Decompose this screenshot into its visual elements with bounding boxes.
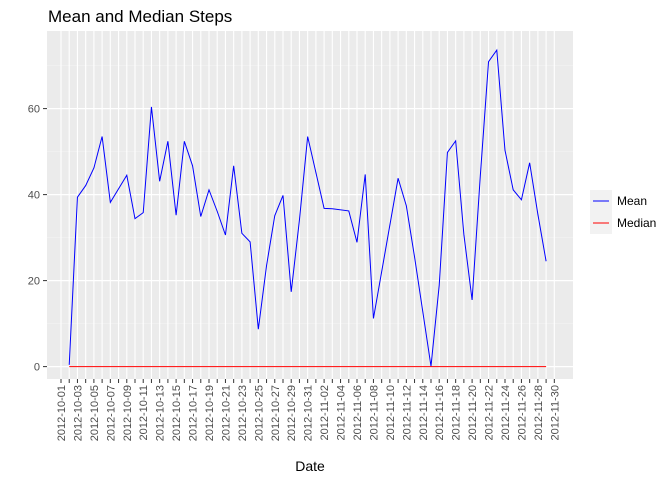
y-tick-label: 0 xyxy=(34,362,40,374)
x-tick-label: 2012-10-07 xyxy=(105,385,117,441)
x-tick-label: 2012-11-28 xyxy=(533,385,545,440)
series-lines xyxy=(68,48,547,368)
x-tick-label: 2012-10-31 xyxy=(303,385,315,441)
x-tick-label: 2012-11-14 xyxy=(418,385,430,440)
x-tick-label: 2012-10-19 xyxy=(204,385,216,441)
x-tick-label: 2012-10-15 xyxy=(171,385,183,441)
legend: Mean Median xyxy=(590,190,656,234)
x-tick-label: 2012-11-10 xyxy=(385,385,397,440)
x-tick-label: 2012-10-21 xyxy=(220,385,232,441)
x-tick-label: 2012-10-25 xyxy=(253,385,265,441)
legend-label-median: Median xyxy=(617,216,656,230)
x-tick-label: 2012-10-03 xyxy=(72,385,84,441)
x-axis-title: Date xyxy=(295,458,325,474)
y-tick-label: 40 xyxy=(28,190,40,202)
x-tick-label: 2012-10-01 xyxy=(56,385,68,441)
legend-label-mean: Mean xyxy=(617,194,647,208)
x-tick-label: 2012-10-23 xyxy=(237,385,249,441)
x-tick-label: 2012-11-08 xyxy=(368,385,380,440)
plot-panel xyxy=(47,31,573,379)
x-tick-label: 2012-11-26 xyxy=(516,385,528,440)
series-line-mean xyxy=(68,48,547,367)
y-tick-label: 20 xyxy=(28,276,40,288)
x-tick-label: 2012-10-29 xyxy=(286,385,298,441)
x-tick-label: 2012-11-20 xyxy=(467,385,479,440)
x-tick-label: 2012-11-22 xyxy=(484,385,496,440)
x-tick-label: 2012-10-09 xyxy=(122,385,134,441)
x-tick-label: 2012-10-11 xyxy=(138,385,150,440)
x-tick-label: 2012-10-05 xyxy=(89,385,101,441)
x-tick-label: 2012-11-06 xyxy=(352,385,364,440)
x-tick-label: 2012-10-27 xyxy=(270,385,282,441)
x-tick-label: 2012-11-24 xyxy=(500,385,512,440)
x-axis: 2012-10-01 2012-10-03 2012-10-05 2012-10-07… xyxy=(56,379,561,441)
x-tick-label: 2012-11-30 xyxy=(549,385,561,440)
x-tick-label: 2012-11-16 xyxy=(434,385,446,440)
x-tick-label: 2012-11-18 xyxy=(451,385,463,440)
gridlines xyxy=(47,31,573,379)
x-tick-label: 2012-11-12 xyxy=(401,385,413,440)
chart-title: Mean and Median Steps xyxy=(48,7,233,26)
x-tick-label: 2012-11-02 xyxy=(319,385,331,440)
y-axis: 0 20 40 60 xyxy=(28,104,47,374)
x-tick-label: 2012-11-04 xyxy=(336,385,348,440)
x-tick-label: 2012-10-13 xyxy=(155,385,167,441)
x-tick-label: 2012-10-17 xyxy=(188,385,200,441)
y-tick-label: 60 xyxy=(28,104,40,116)
